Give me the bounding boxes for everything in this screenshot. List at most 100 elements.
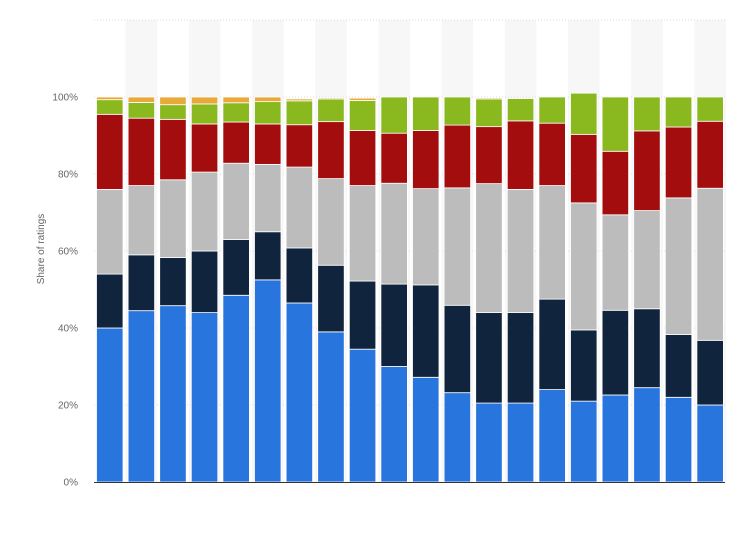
bar-segment-series-5[interactable] (475, 98, 503, 128)
bar-segment-series-6[interactable] (159, 96, 187, 106)
bar-segment-series-6[interactable] (127, 96, 156, 103)
bar-segment-series-1[interactable] (348, 348, 377, 483)
bar-segment-series-2[interactable] (222, 239, 250, 296)
bar-segment-series-6[interactable] (254, 96, 282, 103)
bar-segment-series-2[interactable] (412, 284, 440, 378)
bar-segment-series-1[interactable] (285, 302, 314, 483)
bar-segment-series-3[interactable] (348, 185, 377, 282)
bar-segment-series-4[interactable] (696, 120, 724, 189)
bar-segment-series-3[interactable] (664, 197, 693, 335)
bar-segment-series-5[interactable] (443, 96, 472, 126)
bar-segment-series-1[interactable] (633, 387, 661, 483)
bar-segment-series-4[interactable] (285, 124, 314, 168)
bar-segment-series-2[interactable] (664, 334, 693, 398)
bar-segment-series-3[interactable] (380, 182, 408, 285)
bar-segment-series-1[interactable] (664, 396, 693, 483)
bar-segment-series-1[interactable] (254, 279, 282, 483)
bar-segment-series-3[interactable] (633, 210, 661, 310)
bar-segment-series-3[interactable] (127, 185, 156, 256)
bar-segment-series-3[interactable] (601, 214, 629, 311)
bar-segment-series-2[interactable] (633, 308, 661, 389)
bar-segment-series-4[interactable] (159, 118, 187, 181)
bar-segment-series-5[interactable] (380, 96, 408, 134)
bar-segment-series-2[interactable] (380, 283, 408, 367)
bar-segment-series-3[interactable] (475, 183, 503, 314)
bar-segment-series-1[interactable] (96, 327, 124, 483)
bar-segment-series-2[interactable] (443, 304, 472, 394)
bar-segment-series-2[interactable] (159, 257, 187, 307)
bar-segment-series-4[interactable] (633, 130, 661, 211)
bar-segment-series-2[interactable] (317, 264, 345, 333)
bar-segment-series-1[interactable] (222, 294, 250, 483)
bar-segment-series-1[interactable] (317, 331, 345, 483)
bar-segment-series-3[interactable] (412, 188, 440, 286)
bar-segment-series-6[interactable] (285, 98, 314, 102)
bar-segment-series-5[interactable] (159, 104, 187, 120)
bar-segment-series-2[interactable] (254, 231, 282, 281)
bar-segment-series-1[interactable] (570, 400, 598, 483)
bar-segment-series-3[interactable] (443, 187, 472, 306)
bar-segment-series-4[interactable] (601, 150, 629, 216)
bar-segment-series-2[interactable] (601, 309, 629, 396)
bar-segment-series-4[interactable] (190, 123, 219, 173)
bar-segment-series-4[interactable] (127, 117, 156, 186)
bar-segment-series-5[interactable] (127, 101, 156, 119)
bar-segment-series-3[interactable] (190, 171, 219, 252)
bar-segment-series-5[interactable] (285, 100, 314, 126)
bar-segment-series-4[interactable] (506, 120, 535, 190)
bar-segment-series-3[interactable] (696, 187, 724, 341)
bar-segment-series-1[interactable] (475, 402, 503, 483)
bar-segment-series-1[interactable] (159, 305, 187, 483)
bar-segment-series-1[interactable] (443, 392, 472, 483)
bar-segment-series-2[interactable] (285, 247, 314, 304)
bar-segment-series-3[interactable] (159, 179, 187, 258)
bar-segment-series-3[interactable] (285, 166, 314, 249)
bar-segment-series-3[interactable] (96, 188, 124, 275)
bar-segment-series-4[interactable] (570, 133, 598, 204)
bar-segment-series-1[interactable] (127, 310, 156, 483)
bar-segment-series-6[interactable] (317, 97, 345, 100)
bar-segment-series-2[interactable] (348, 280, 377, 350)
bar-segment-series-5[interactable] (412, 96, 440, 131)
bar-segment-series-2[interactable] (127, 254, 156, 312)
bar-segment-series-4[interactable] (254, 123, 282, 165)
bar-segment-series-6[interactable] (96, 96, 124, 101)
bar-segment-series-2[interactable] (570, 329, 598, 402)
bar-segment-series-1[interactable] (601, 394, 629, 483)
bar-segment-series-3[interactable] (538, 185, 566, 300)
bar-segment-series-2[interactable] (506, 312, 535, 404)
bar-segment-series-2[interactable] (96, 273, 124, 329)
bar-segment-series-4[interactable] (538, 122, 566, 186)
bar-segment-series-4[interactable] (475, 126, 503, 185)
bar-segment-series-5[interactable] (254, 101, 282, 125)
bar-segment-series-6[interactable] (222, 96, 250, 104)
bar-segment-series-1[interactable] (538, 389, 566, 483)
bar-segment-series-1[interactable] (412, 376, 440, 483)
bar-segment-series-5[interactable] (506, 98, 535, 122)
bar-segment-series-2[interactable] (190, 250, 219, 313)
bar-segment-series-4[interactable] (348, 130, 377, 186)
bar-segment-series-4[interactable] (317, 121, 345, 180)
bar-segment-series-6[interactable] (475, 97, 503, 100)
bar-segment-series-1[interactable] (380, 366, 408, 483)
bar-segment-series-4[interactable] (664, 126, 693, 199)
bar-segment-series-6[interactable] (348, 97, 377, 101)
bar-segment-series-5[interactable] (538, 96, 566, 124)
bar-segment-series-4[interactable] (443, 124, 472, 189)
bar-segment-series-5[interactable] (190, 103, 219, 125)
bar-segment-series-5[interactable] (348, 100, 377, 131)
bar-segment-series-1[interactable] (190, 312, 219, 483)
bar-segment-series-1[interactable] (696, 404, 724, 483)
bar-segment-series-3[interactable] (222, 162, 250, 240)
bar-segment-series-2[interactable] (538, 298, 566, 390)
bar-segment-series-3[interactable] (506, 188, 535, 313)
bar-segment-series-3[interactable] (254, 163, 282, 233)
bar-segment-series-4[interactable] (412, 130, 440, 190)
bar-segment-series-5[interactable] (664, 96, 693, 128)
bar-segment-series-6[interactable] (190, 96, 219, 105)
bar-segment-series-4[interactable] (380, 132, 408, 184)
bar-segment-series-5[interactable] (222, 102, 250, 123)
bar-segment-series-3[interactable] (570, 202, 598, 331)
bar-segment-series-1[interactable] (506, 402, 535, 483)
bar-segment-series-5[interactable] (696, 96, 724, 122)
